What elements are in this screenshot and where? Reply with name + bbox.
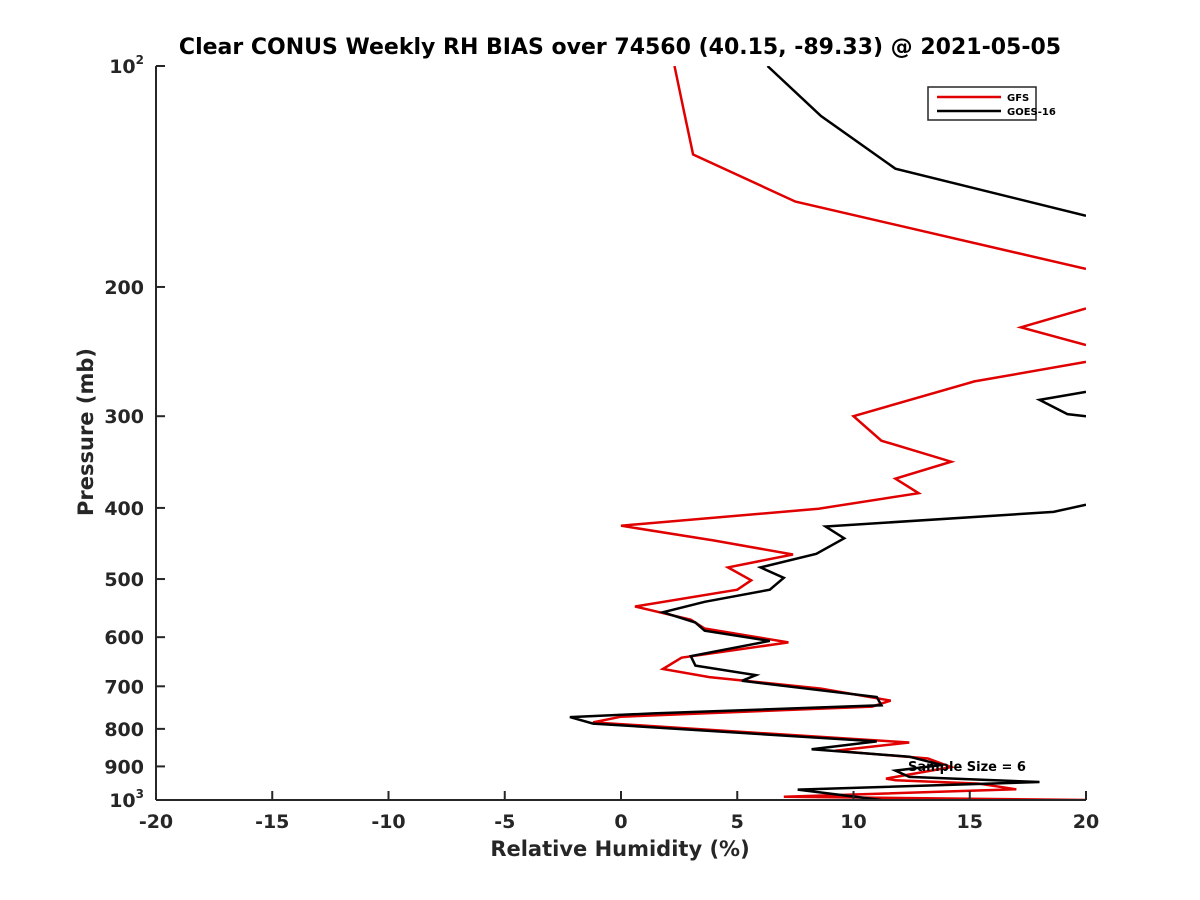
- sample-size-annotation: Sample Size = 6: [908, 760, 1026, 775]
- series-line-goes-16-1: [766, 66, 1086, 218]
- legend-label-gfs: GFS: [1007, 93, 1029, 104]
- series-line-gfs-1: [673, 66, 1086, 271]
- y-axis-label: Pressure (mb): [74, 348, 98, 516]
- x-tick-label: -5: [494, 811, 515, 833]
- series-line-goes-16-3: [569, 503, 1086, 800]
- x-tick-label: 0: [614, 811, 627, 833]
- legend-box: [927, 86, 1037, 121]
- x-axis-label: Relative Humidity (%): [490, 837, 749, 861]
- legend-label-goes-16: GOES-16: [1007, 107, 1056, 118]
- legend: GFS GOES-16: [927, 86, 1056, 121]
- y-tick-label: 300: [104, 406, 144, 428]
- y-tick-label: 500: [104, 569, 144, 591]
- plot-lines: [569, 66, 1086, 800]
- y-tick-label: 200: [104, 277, 144, 299]
- x-tick-label: -10: [371, 811, 405, 833]
- x-tick-label: 20: [1073, 811, 1099, 833]
- x-tick-label: 10: [840, 811, 866, 833]
- series-line-gfs-2: [1016, 307, 1086, 347]
- y-tick-label: 600: [104, 627, 144, 649]
- x-tick-label: -15: [255, 811, 289, 833]
- series-line-goes-16-2: [1035, 390, 1086, 418]
- y-tick-label: 700: [104, 676, 144, 698]
- y-tick-label: 102: [109, 53, 144, 78]
- y-tick-label: 103: [109, 787, 144, 812]
- chart-title: Clear CONUS Weekly RH BIAS over 74560 (4…: [179, 35, 1061, 60]
- y-tick-label: 900: [104, 756, 144, 778]
- y-tick-label: 800: [104, 719, 144, 741]
- x-tick-label: 5: [731, 811, 744, 833]
- y-axis-ticks: 102 200 300 400 500 600 700 800 900 103: [104, 53, 165, 812]
- x-tick-label: -20: [139, 811, 173, 833]
- x-axis-ticks: -20 -15 -10 -5 0 5 10 15 20: [139, 791, 1099, 833]
- x-tick-label: 15: [957, 811, 983, 833]
- y-tick-label: 400: [104, 498, 144, 520]
- series-line-gfs-3: [592, 360, 1086, 800]
